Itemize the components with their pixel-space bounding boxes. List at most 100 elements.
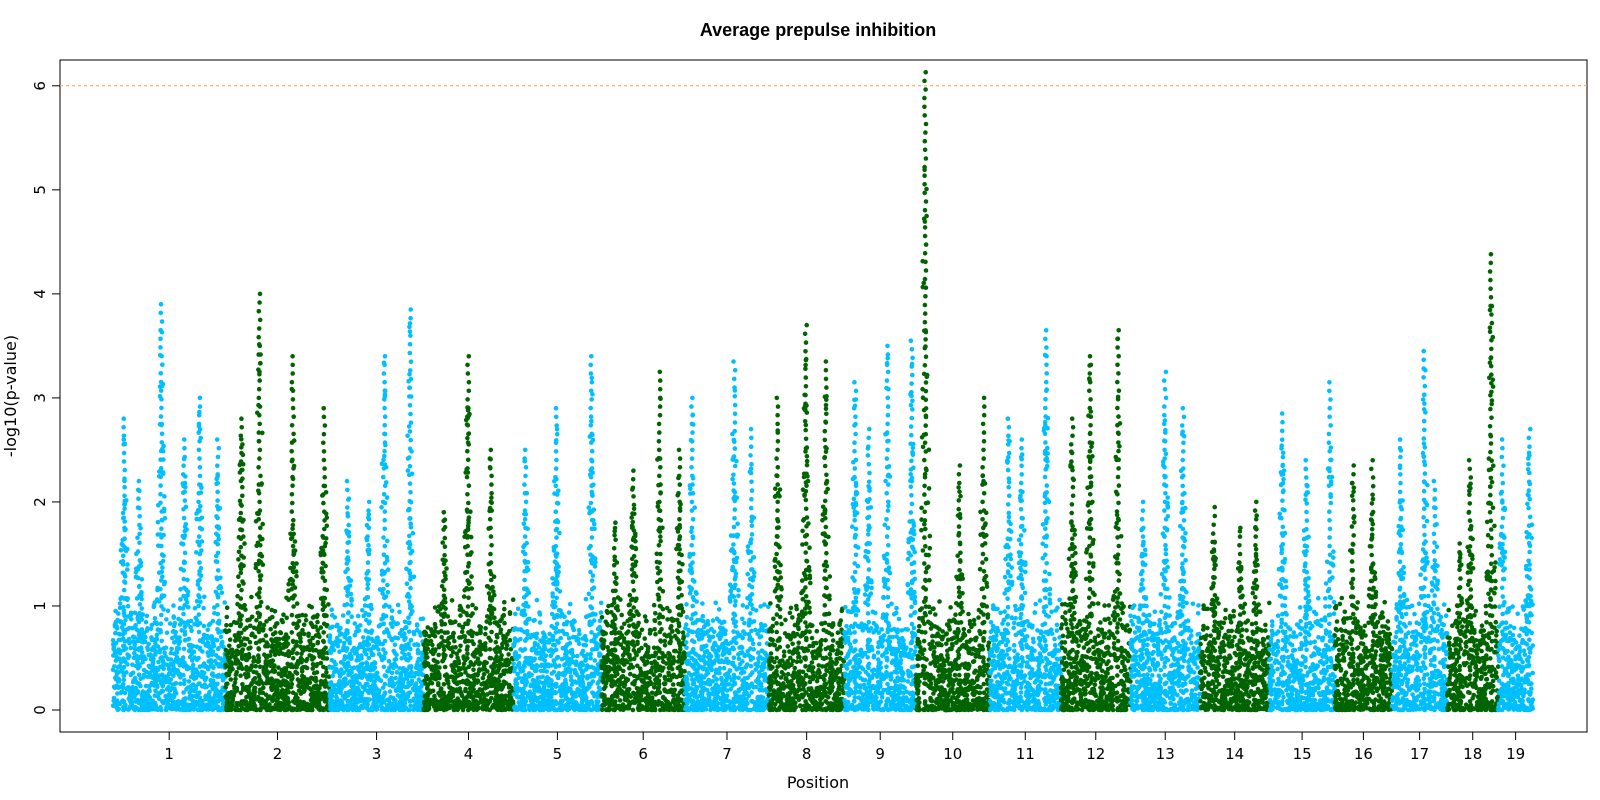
snp-point	[139, 606, 145, 611]
snp-point	[295, 659, 301, 664]
snp-point	[246, 673, 251, 679]
snp-point	[247, 639, 253, 645]
peak-point	[466, 517, 471, 523]
snp-point	[122, 498, 128, 504]
peak-point	[257, 595, 262, 600]
snp-point	[513, 650, 518, 655]
snp-point	[115, 665, 121, 670]
snp-point	[454, 687, 460, 692]
snp-point	[150, 698, 155, 704]
peak-point	[381, 492, 387, 497]
snp-point	[551, 625, 557, 631]
peak-point	[158, 327, 163, 333]
peak-point	[487, 707, 493, 713]
snp-point	[351, 682, 356, 687]
peak-point	[322, 509, 327, 514]
snp-point	[168, 661, 173, 667]
snp-point	[436, 706, 442, 711]
snp-point	[118, 548, 124, 553]
snp-point	[595, 626, 601, 632]
peak-point	[290, 699, 296, 704]
peak-point	[159, 612, 164, 618]
snp-point	[152, 706, 157, 711]
peak-point	[344, 478, 350, 484]
snp-point	[317, 634, 322, 640]
snp-point	[307, 647, 312, 653]
peak-point	[466, 638, 471, 644]
peak-point	[321, 500, 326, 506]
snp-point	[528, 682, 534, 687]
snp-point	[165, 702, 170, 707]
snp-point	[506, 658, 512, 664]
peak-point	[290, 673, 295, 678]
peak-point	[239, 553, 244, 559]
peak-point	[290, 397, 296, 402]
peak-point	[158, 707, 164, 713]
peak-point	[382, 423, 388, 428]
peak-point	[345, 698, 351, 704]
snp-point	[477, 646, 483, 651]
peak-point	[290, 526, 295, 532]
peak-point	[257, 612, 263, 617]
snp-point	[423, 630, 429, 636]
peak-point	[408, 577, 413, 582]
peak-point	[136, 646, 142, 651]
snp-point	[423, 699, 429, 705]
snp-point	[586, 591, 592, 597]
peak-point	[381, 586, 386, 592]
peak-point	[487, 456, 493, 461]
snp-point	[234, 688, 240, 693]
peak-point	[159, 578, 164, 583]
peak-point	[382, 500, 388, 506]
peak-point	[321, 621, 327, 627]
peak-point	[465, 681, 471, 687]
snp-point	[226, 706, 232, 711]
peak-point	[256, 517, 262, 522]
snp-point	[477, 624, 482, 629]
snp-point	[480, 704, 486, 709]
snp-point	[194, 694, 199, 700]
peak-point	[121, 622, 127, 627]
snp-point	[386, 668, 392, 674]
snp-point	[121, 608, 127, 613]
snp-point	[465, 470, 471, 475]
peak-point	[382, 388, 388, 394]
peak-point	[159, 638, 164, 644]
peak-point	[408, 646, 413, 652]
chromosome-1-points	[110, 302, 228, 713]
snp-point	[559, 693, 564, 699]
peak-point	[182, 445, 187, 451]
snp-point	[334, 635, 340, 641]
peak-point	[136, 672, 142, 678]
snp-point	[270, 644, 276, 649]
peak-point	[122, 639, 128, 644]
peak-point	[197, 569, 202, 574]
snp-point	[579, 698, 585, 704]
snp-point	[315, 628, 321, 633]
peak-point	[345, 531, 351, 537]
snp-point	[334, 642, 339, 647]
snp-point	[201, 623, 207, 629]
snp-point	[266, 705, 272, 711]
snp-point	[407, 372, 412, 377]
peak-point	[121, 596, 127, 601]
snp-point	[441, 651, 446, 657]
peak-point	[197, 517, 202, 522]
peak-point	[382, 431, 387, 437]
peak-point	[407, 394, 412, 399]
peak-point	[321, 638, 326, 644]
snp-point	[580, 669, 586, 675]
snp-point	[165, 608, 171, 614]
peak-point	[322, 612, 328, 618]
snp-point	[178, 587, 183, 592]
peak-point	[382, 509, 388, 514]
peak-point	[320, 595, 326, 601]
snp-point	[391, 665, 396, 671]
peak-point	[182, 533, 188, 538]
snp-point	[261, 685, 266, 691]
peak-point	[366, 707, 372, 713]
peak-point	[408, 655, 413, 661]
peak-point	[257, 508, 263, 513]
peak-point	[466, 483, 472, 489]
peak-point	[322, 656, 327, 661]
